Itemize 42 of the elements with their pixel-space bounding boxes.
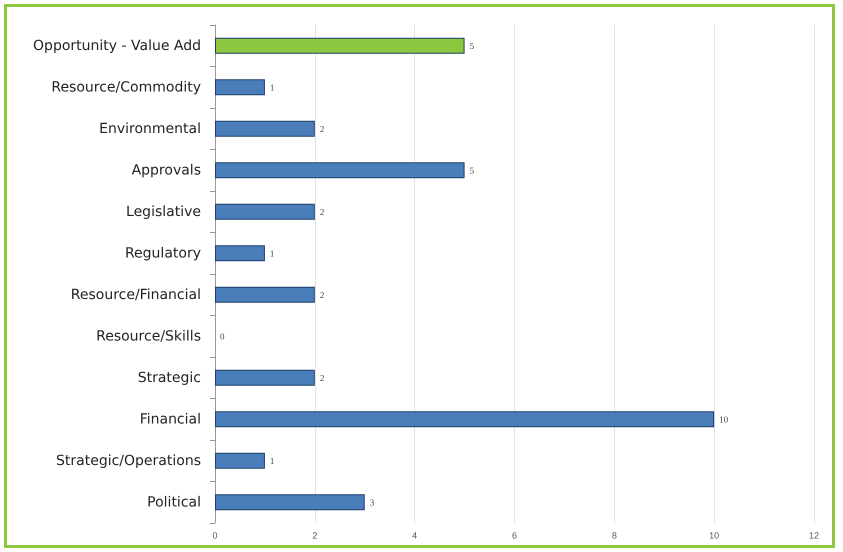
y-tick-label: Opportunity - Value Add [33,38,201,54]
data-label: 1 [270,82,274,92]
bar [215,411,714,428]
data-label: 5 [470,165,475,176]
y-tick-label: Environmental [99,120,201,137]
data-label: 2 [320,290,324,300]
bar [215,204,315,220]
data-label: 0 [220,331,225,342]
y-tick-label: Resource/Commodity [51,79,201,96]
y-tick-label: Strategic/Operations [56,452,201,469]
x-tick-label: 0 [212,530,218,540]
data-label: 2 [320,372,324,383]
x-tick-label: 4 [412,530,418,540]
x-tick-label: 12 [808,530,820,540]
data-label: 1 [270,456,274,466]
data-label: 2 [320,124,324,134]
bar [215,494,365,510]
bar [215,79,265,96]
data-label: 10 [719,414,729,424]
data-label: 1 [270,248,274,258]
bar [215,370,315,386]
data-label: 2 [320,206,324,217]
x-tick-label: 10 [709,530,720,540]
x-tick-label: 8 [612,530,617,540]
y-tick-label: Resource/Financial [70,286,201,303]
y-tick-label: Political [147,494,201,510]
bar [215,245,265,262]
x-tick-label: 6 [512,530,518,540]
y-tick-label: Regulatory [124,245,201,262]
y-tick-label: Financial [140,411,201,428]
data-label: 5 [470,40,475,51]
bar [215,162,465,178]
bar [215,38,465,54]
bar [215,120,315,137]
y-tick-label: Approvals [132,162,201,178]
y-tick-label: Resource/Skills [96,328,201,344]
data-label: 3 [370,497,375,508]
x-tick-label: 2 [312,530,318,540]
y-tick-label: Strategic [138,370,201,386]
bar [215,452,265,469]
y-tick-label: Legislative [126,204,201,220]
bar [215,286,315,303]
